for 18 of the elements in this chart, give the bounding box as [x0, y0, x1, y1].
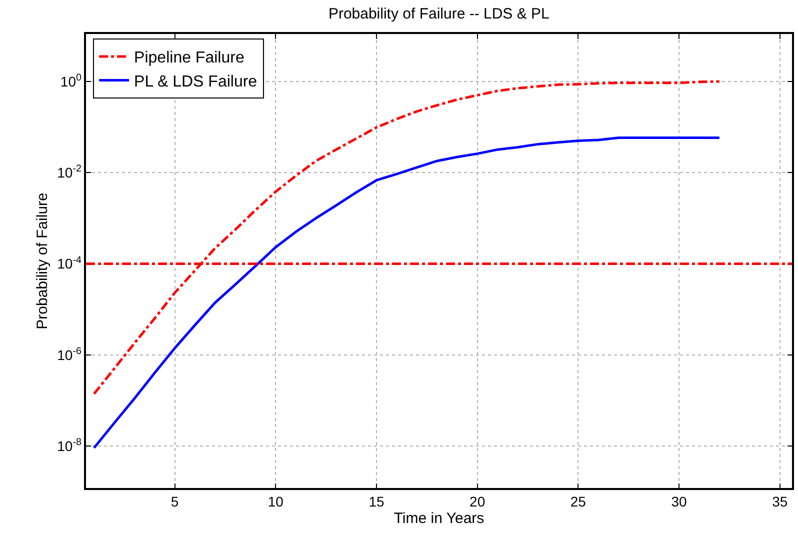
x-tick-label: 10 [268, 494, 284, 510]
x-axis-title: Time in Years [394, 510, 484, 528]
y-tick-label: 10$^{-8}$ [57, 437, 82, 454]
legend-label: Pipeline Failure [134, 50, 244, 67]
x-tick-label: 5 [170, 494, 179, 510]
x-tick-label: 15 [368, 494, 384, 510]
y-tick-label: 10$^{-4}$ [57, 254, 82, 272]
y-tick-label: 10$^{-2}$ [57, 164, 82, 180]
y-axis-title: Probability of Failure [34, 192, 51, 330]
x-tick-label: 20 [470, 494, 486, 510]
x-tick-label: 25 [570, 494, 586, 510]
y-tick-label: 10$^{0}$ [60, 72, 82, 90]
legend-label: PL & LDS Failure [134, 73, 258, 90]
x-tick-label: 35 [772, 494, 788, 510]
line-series [92, 136, 721, 450]
y-tick-label: 10$^{-6}$ [57, 346, 82, 363]
x-tick-label: 30 [671, 494, 688, 510]
chart-title: Probability of Failure -- LDS & PL [328, 6, 550, 23]
